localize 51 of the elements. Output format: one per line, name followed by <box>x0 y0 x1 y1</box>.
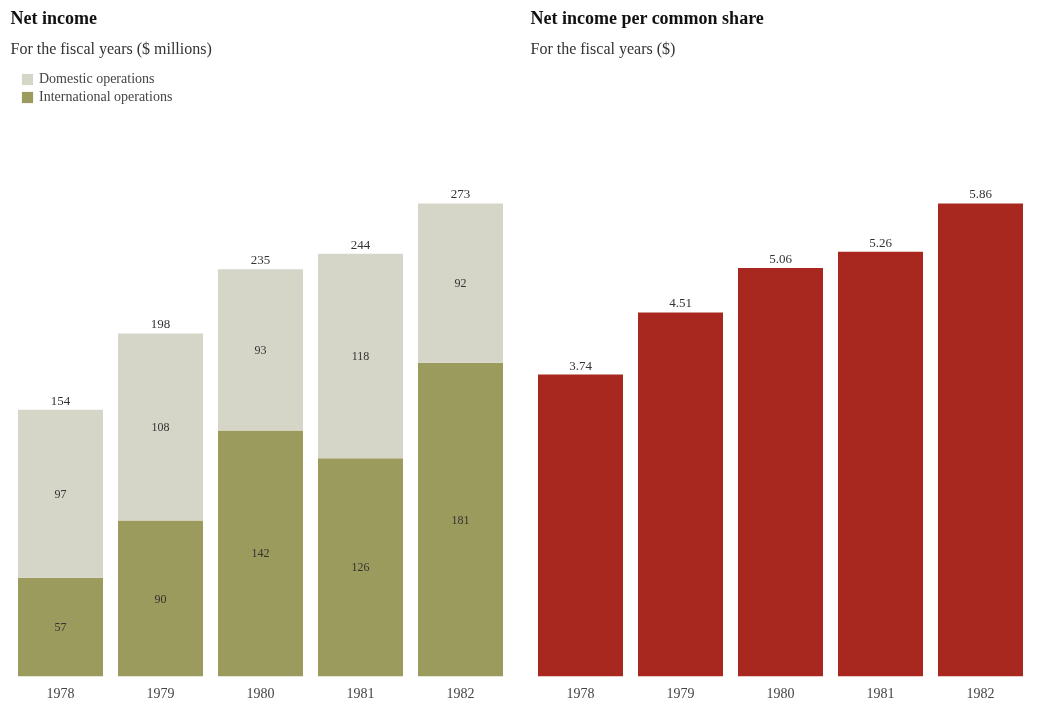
total-label: 154 <box>50 392 71 408</box>
x-tick-label: 1982 <box>446 685 475 701</box>
data-label: 57 <box>54 620 67 635</box>
total-label: 235 <box>250 252 271 268</box>
bar <box>18 409 103 578</box>
data-label: 5.06 <box>769 251 793 267</box>
total-label: 198 <box>150 316 171 332</box>
bar <box>318 253 403 459</box>
chart-subtitle: For the fiscal years ($ millions) <box>10 39 212 58</box>
bar <box>418 362 503 677</box>
data-label: 108 <box>151 419 170 434</box>
bar <box>418 203 503 363</box>
total-label: 244 <box>350 236 371 252</box>
data-label: 126 <box>351 560 370 575</box>
bar <box>18 577 103 677</box>
x-tick-label: 1980 <box>246 685 275 701</box>
bar <box>218 269 303 431</box>
data-label: 142 <box>251 546 270 561</box>
x-tick-label: 1982 <box>966 685 995 701</box>
bar <box>118 333 203 521</box>
legend-label: Domestic operations <box>39 71 155 87</box>
data-label: 4.51 <box>669 295 692 311</box>
bar <box>838 251 923 677</box>
bar <box>318 458 403 677</box>
data-label: 5.26 <box>869 234 893 250</box>
data-label: 97 <box>54 486 67 501</box>
x-tick-label: 1980 <box>766 685 795 701</box>
chart-subtitle: For the fiscal years ($) <box>530 39 676 58</box>
total-label: 273 <box>450 186 471 202</box>
x-tick-label: 1979 <box>146 685 175 701</box>
legend-label: International operations <box>39 89 173 105</box>
data-label: 118 <box>351 348 370 363</box>
chart-title: Net income per common share <box>530 7 764 28</box>
x-tick-label: 1978 <box>566 685 595 701</box>
bar <box>218 430 303 677</box>
data-label: 3.74 <box>569 357 593 373</box>
bar <box>738 268 823 677</box>
x-tick-label: 1981 <box>866 685 895 701</box>
bar <box>538 374 623 677</box>
x-tick-label: 1981 <box>346 685 375 701</box>
chart-title: Net income <box>10 7 97 28</box>
bar <box>938 203 1023 677</box>
data-label: 93 <box>254 342 267 357</box>
x-tick-label: 1978 <box>46 685 75 701</box>
data-label: 5.86 <box>969 186 993 202</box>
bar <box>638 312 723 677</box>
bar <box>118 520 203 677</box>
data-label: 92 <box>454 276 467 291</box>
x-tick-label: 1979 <box>666 685 695 701</box>
data-label: 90 <box>154 591 167 606</box>
data-label: 181 <box>451 512 470 527</box>
